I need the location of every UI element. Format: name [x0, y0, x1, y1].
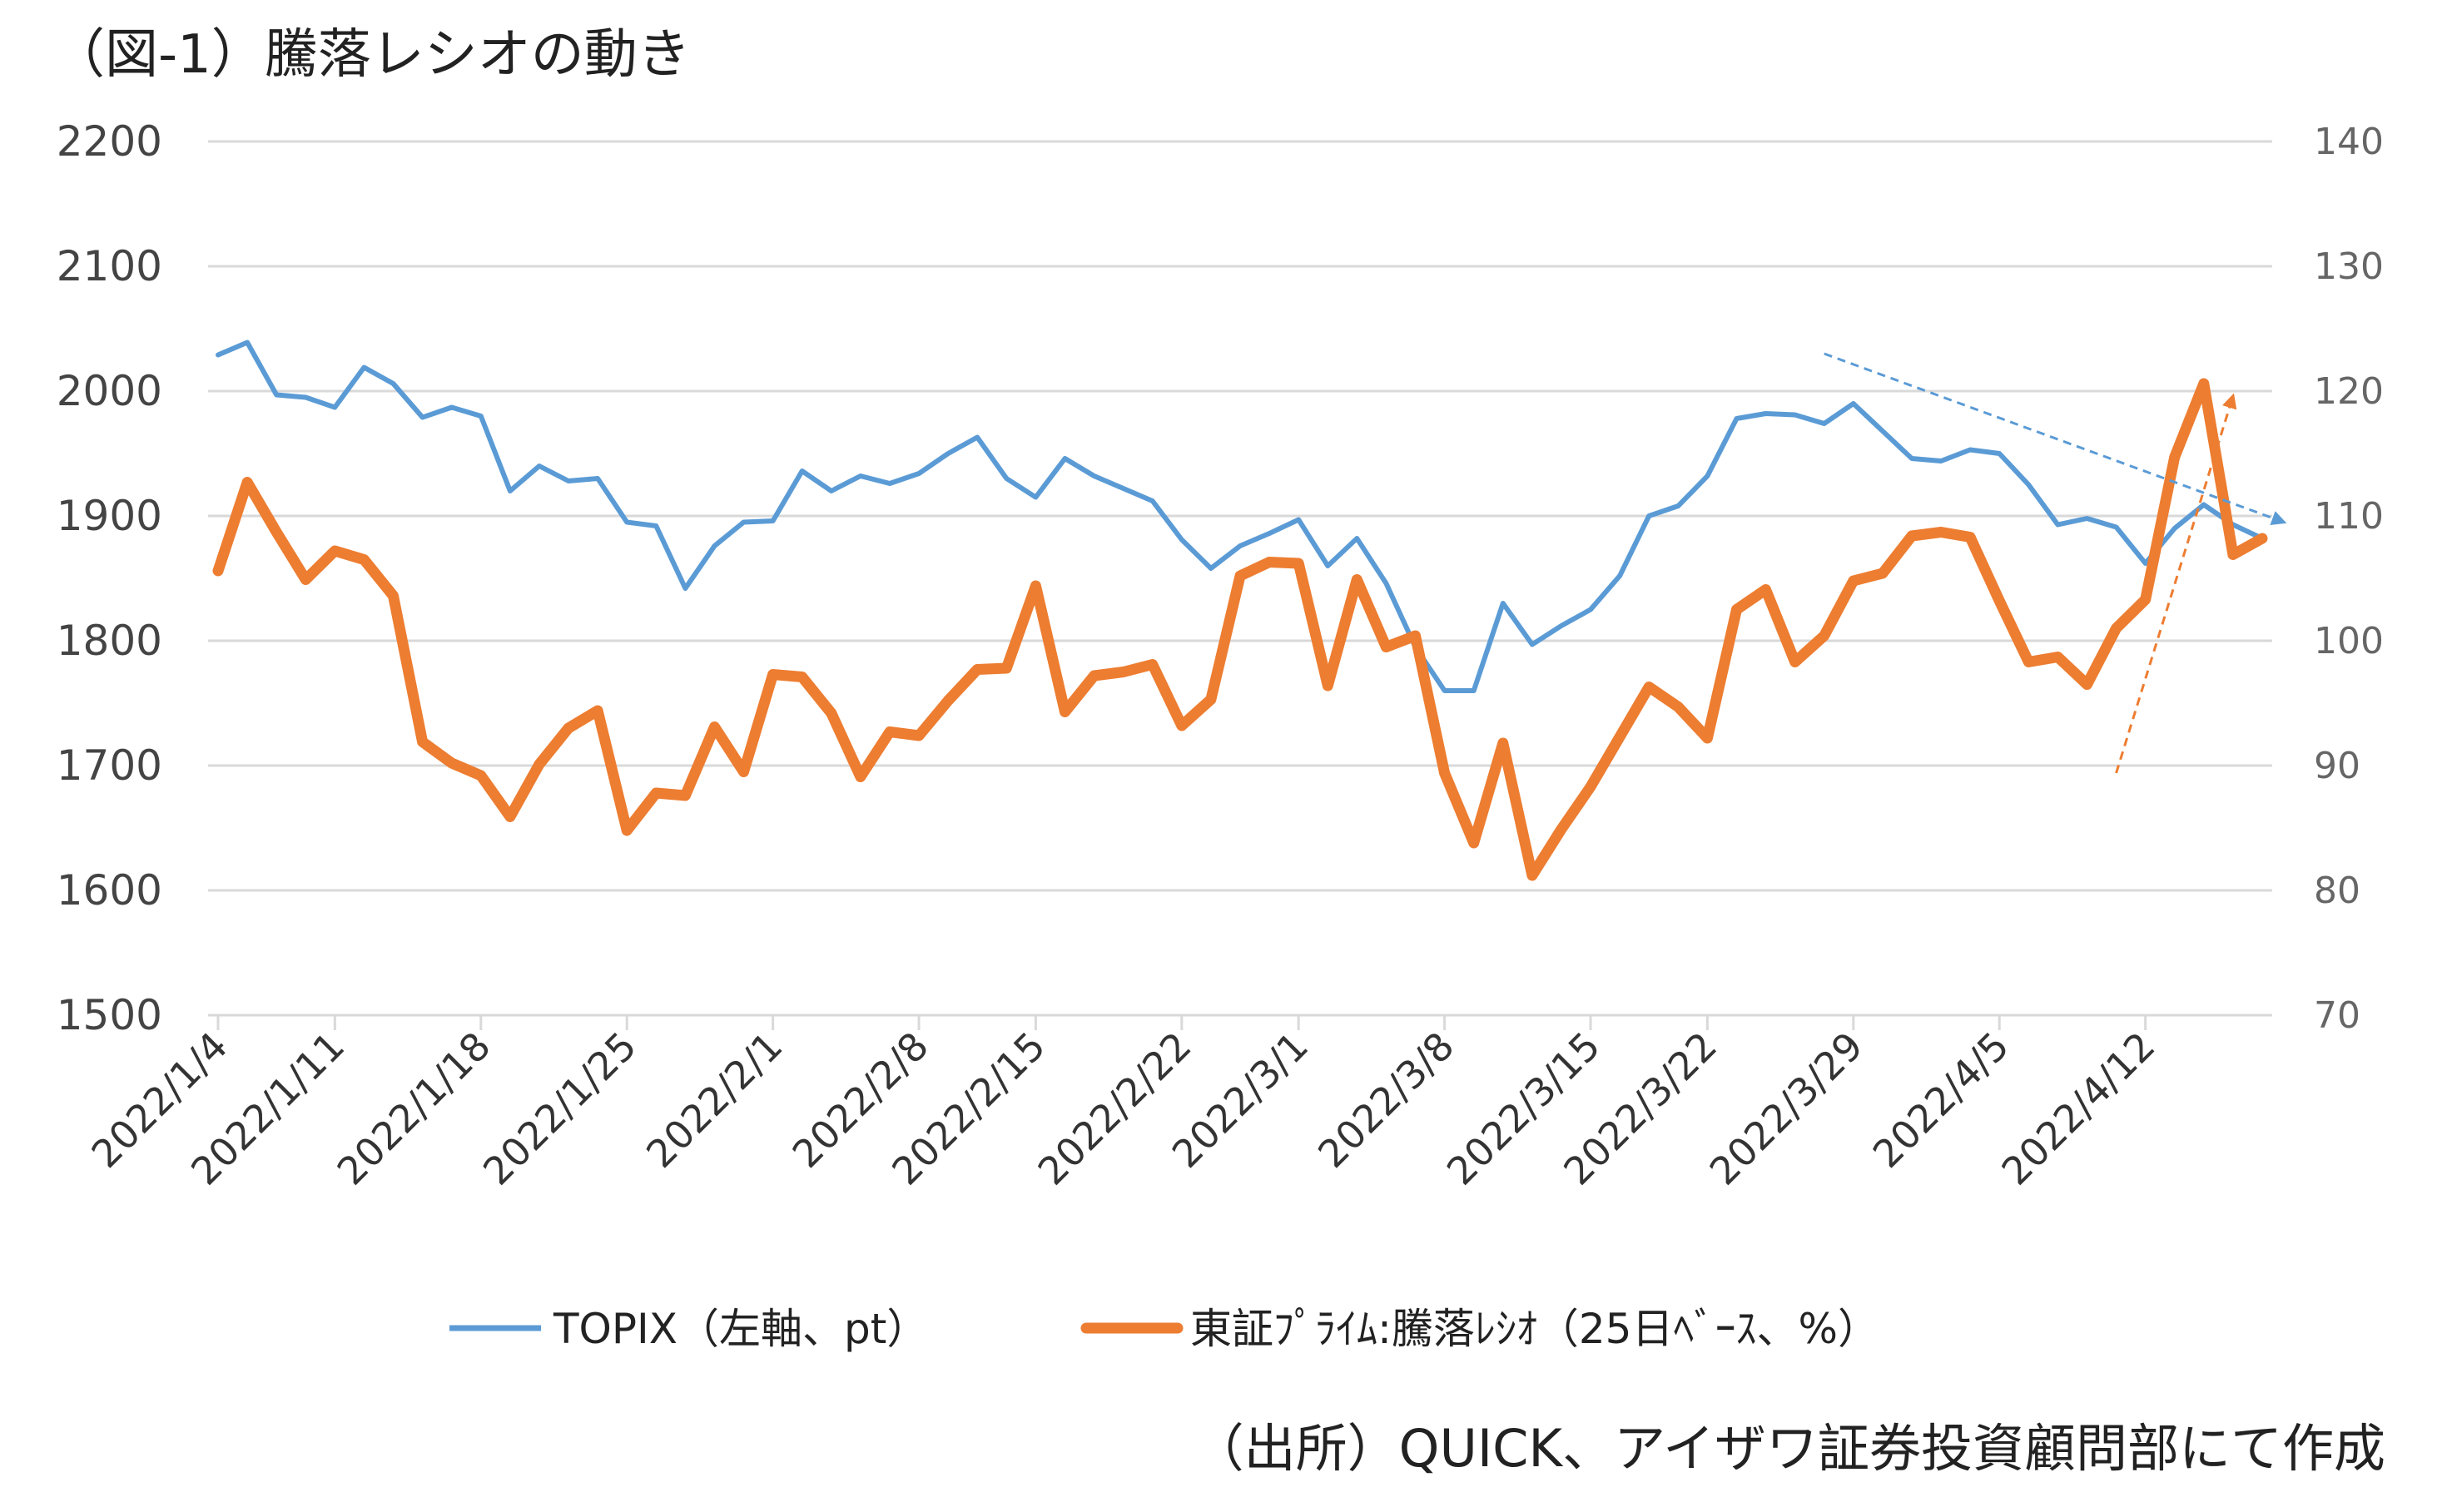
left-axis: 1500 1600 1700 1800 1900 2000 2100 2200 — [57, 117, 162, 1039]
y-right-tick-label: 110 — [2314, 495, 2384, 538]
legend: TOPIX（左軸、pt） 東証ﾌﾟﾗｲﾑ:騰落ﾚｼｵ（25日ﾍﾞｰｽ、%） — [449, 1305, 1879, 1353]
legend-label-topix: TOPIX（左軸、pt） — [553, 1305, 928, 1353]
y-left-tick-label: 1600 — [57, 866, 162, 915]
y-right-tick-label: 80 — [2314, 870, 2360, 912]
x-tick-label: 2022/3/29 — [1701, 1024, 1872, 1194]
y-right-tick-label: 70 — [2314, 994, 2360, 1037]
chart-title: （図-1）騰落レシオの動き — [52, 24, 691, 86]
y-left-tick-label: 1700 — [57, 741, 162, 790]
y-right-tick-label: 100 — [2314, 620, 2384, 662]
y-left-tick-label: 2000 — [57, 367, 162, 415]
y-left-tick-label: 1900 — [57, 492, 162, 540]
annotation-layer — [1824, 352, 2287, 774]
x-axis: 2022/1/42022/1/112022/1/182022/1/252022/… — [82, 1014, 2272, 1194]
x-tick-label: 2022/4/12 — [1993, 1024, 2163, 1194]
y-right-tick-label: 130 — [2314, 245, 2384, 288]
ratio-trend-arrow — [2115, 393, 2237, 774]
x-tick-label: 2022/1/25 — [474, 1024, 645, 1194]
y-left-tick-label: 1500 — [57, 991, 162, 1039]
y-right-tick-label: 140 — [2314, 121, 2384, 163]
x-tick-label: 2022/2/1 — [638, 1024, 791, 1177]
topix-line — [216, 340, 2265, 693]
right-axis: 70 80 90 100 110 120 130 140 — [2314, 121, 2384, 1037]
topix-trend-arrow — [1824, 352, 2287, 525]
legend-label-ratio: 東証ﾌﾟﾗｲﾑ:騰落ﾚｼｵ（25日ﾍﾞｰｽ、%） — [1190, 1305, 1879, 1353]
y-right-tick-label: 90 — [2314, 745, 2360, 787]
advance-decline-ratio-line — [212, 378, 2268, 881]
source-note: （出所）QUICK、アイザワ証券投資顧問部にて作成 — [1192, 1418, 2385, 1479]
x-tick-label: 2022/2/22 — [1030, 1024, 1200, 1194]
x-tick-label: 2022/3/8 — [1309, 1024, 1462, 1177]
x-tick-label: 2022/4/5 — [1864, 1024, 2018, 1177]
y-left-tick-label: 2100 — [57, 242, 162, 290]
y-left-tick-label: 2200 — [57, 117, 162, 166]
x-tick-label: 2022/1/18 — [329, 1024, 499, 1194]
series-layer — [212, 340, 2268, 881]
y-left-tick-label: 1800 — [57, 617, 162, 665]
y-right-tick-label: 120 — [2314, 370, 2384, 413]
